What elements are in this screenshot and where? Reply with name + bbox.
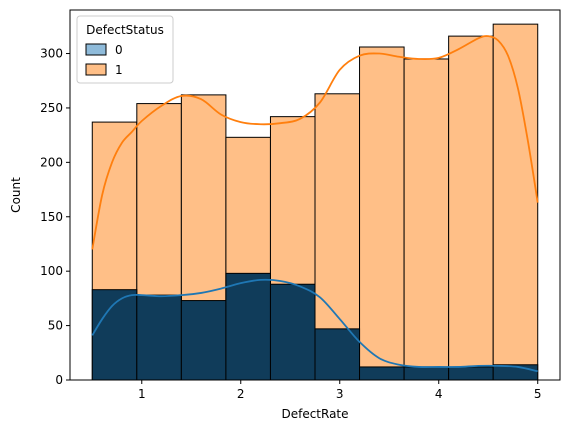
bar-status-0	[448, 366, 494, 381]
bar-status-0	[403, 366, 450, 381]
y-tick-label: 200	[40, 155, 63, 169]
legend-swatch-1	[85, 63, 107, 76]
bars-layer	[91, 23, 539, 381]
bar-status-1	[403, 58, 450, 381]
kde-line-status-0	[91, 278, 538, 373]
x-tick-label: 1	[138, 387, 146, 401]
legend-label-0: 0	[115, 43, 123, 57]
bar-status-0	[225, 272, 271, 381]
bar-status-0	[314, 328, 361, 381]
bar-status-1	[448, 35, 494, 381]
x-tick-label: 3	[336, 387, 344, 401]
kde-line-status-1	[91, 35, 539, 250]
y-tick-label: 0	[55, 373, 63, 387]
axes-border	[69, 9, 561, 381]
bar-status-0	[359, 366, 405, 381]
bar-status-0	[180, 300, 227, 381]
x-tick-label: 5	[534, 387, 542, 401]
y-tick-label: 150	[40, 210, 63, 224]
bar-status-0	[269, 283, 316, 381]
axes-frame	[69, 9, 561, 381]
bar-status-1	[492, 23, 539, 381]
legend-swatch-0	[85, 43, 107, 56]
bar-status-0	[136, 294, 182, 381]
bar-status-1	[359, 46, 405, 381]
kde-layer	[91, 35, 539, 373]
y-tick-label: 50	[48, 319, 63, 333]
y-axis-label: Count	[9, 177, 23, 213]
legend: DefectStatus 0 1	[76, 15, 174, 84]
legend-label-1: 1	[115, 63, 123, 77]
legend-title: DefectStatus	[86, 23, 164, 37]
x-tick-label: 4	[435, 387, 443, 401]
x-tick-label: 2	[237, 387, 245, 401]
y-tick-label: 100	[40, 264, 63, 278]
y-tick-label: 250	[40, 101, 63, 115]
y-tick-label: 300	[40, 47, 63, 61]
x-axis-label: DefectRate	[281, 407, 348, 421]
